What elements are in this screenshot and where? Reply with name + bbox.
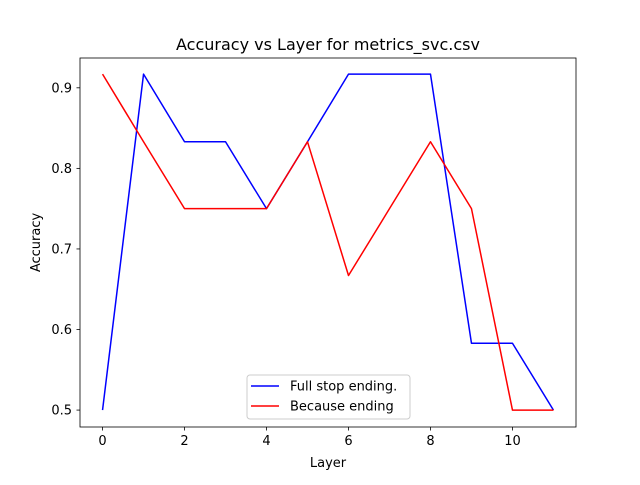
x-tick-label: 4	[262, 434, 270, 449]
plot-area	[80, 58, 576, 427]
x-tick-label: 6	[344, 434, 352, 449]
y-tick-label: 0.8	[51, 162, 72, 177]
y-tick-label: 0.9	[51, 81, 72, 96]
legend: Full stop ending. Because ending	[247, 375, 410, 419]
y-tick-label: 0.6	[51, 323, 72, 338]
x-tick-label: 2	[180, 434, 188, 449]
y-tick-label: 0.7	[51, 242, 72, 257]
x-axis-label: Layer	[310, 456, 347, 471]
y-tick-label: 0.5	[51, 404, 72, 419]
chart-title: Accuracy vs Layer for metrics_svc.csv	[176, 35, 480, 55]
legend-label-because: Because ending	[290, 400, 394, 415]
x-tick-label: 10	[504, 434, 521, 449]
x-tick-label: 8	[426, 434, 434, 449]
y-axis-label: Accuracy	[29, 213, 44, 273]
x-tick-label: 0	[98, 434, 106, 449]
legend-label-full-stop: Full stop ending.	[290, 380, 397, 395]
